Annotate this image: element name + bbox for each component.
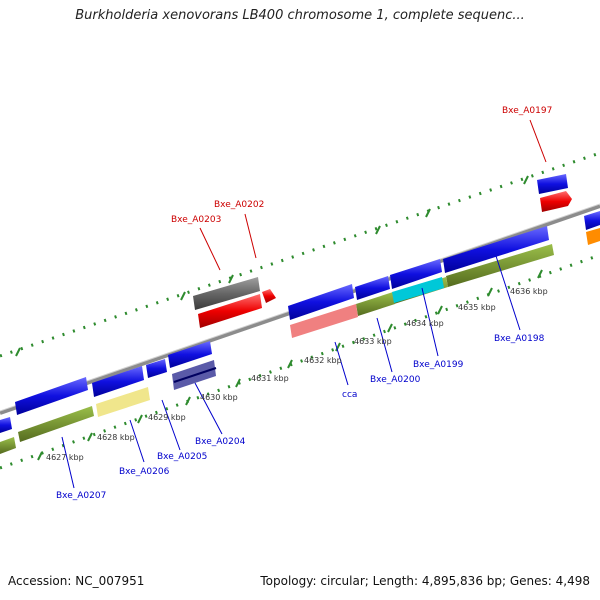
kbp-label: 4627 kbp [46, 453, 84, 462]
cds-arrow [146, 359, 167, 378]
gene-label[interactable]: Bxe_A0204 [195, 437, 246, 447]
kbp-label: 4632 kbp [304, 356, 342, 365]
kbp-label: 4629 kbp [148, 413, 186, 422]
gene-labels-bottom: Bxe_A0207 Bxe_A0206 Bxe_A0205 Bxe_A0204 … [56, 334, 545, 501]
gene-label[interactable]: Bxe_A0198 [494, 334, 545, 344]
map-title: Burkholderia xenovorans LB400 chromosome… [75, 8, 525, 23]
cds-arrow [198, 294, 262, 328]
cds-arrow [584, 211, 600, 230]
gene-label[interactable]: cca [342, 390, 357, 400]
gene-labels-top: Bxe_A0203 Bxe_A0202 Bxe_A0197 [171, 106, 552, 225]
purple-feature[interactable] [172, 360, 217, 390]
cds-arrow [92, 366, 144, 397]
cds-arrow [540, 191, 572, 212]
gene-label[interactable]: Bxe_A0200 [370, 375, 421, 385]
kbp-label: 4633 kbp [354, 337, 392, 346]
kbp-label: 4628 kbp [97, 433, 135, 442]
kbp-label: 4634 kbp [406, 319, 444, 328]
kbp-label: 4635 kbp [458, 303, 496, 312]
major-ticks [15, 175, 543, 461]
yellow-feature[interactable] [96, 387, 150, 417]
olive-features[interactable] [0, 244, 554, 454]
kbp-label: 4631 kbp [251, 374, 289, 383]
cds-arrow [0, 417, 12, 433]
gene-label[interactable]: Bxe_A0206 [119, 467, 170, 477]
cds-arrow [288, 284, 354, 320]
forward-cds-blue[interactable] [0, 174, 600, 433]
cds-grey[interactable] [193, 277, 260, 310]
cds-arrow [443, 226, 549, 273]
cds-arrow [390, 259, 442, 289]
gene-label[interactable]: Bxe_A0205 [157, 452, 207, 462]
gene-label[interactable]: Bxe_A0199 [413, 360, 464, 370]
kbp-label: 4636 kbp [510, 287, 548, 296]
accession-text: Accession: NC_007951 [8, 574, 145, 588]
cds-arrow [15, 377, 88, 415]
callout-lines [61, 119, 547, 489]
gene-label[interactable]: Bxe_A0203 [171, 215, 221, 225]
forward-cds-red[interactable] [198, 191, 572, 328]
gene-label[interactable]: Bxe_A0202 [214, 200, 264, 210]
cds-orange[interactable] [586, 228, 600, 245]
pink-feature[interactable] [290, 304, 358, 338]
kbp-label: 4630 kbp [200, 393, 238, 402]
cds-arrow [262, 289, 276, 303]
summary-text: Topology: circular; Length: 4,895,836 bp… [260, 574, 590, 588]
cds-arrow [168, 341, 212, 368]
cds-arrow [537, 174, 568, 194]
gene-label[interactable]: Bxe_A0207 [56, 491, 106, 501]
cyan-feature[interactable] [392, 277, 444, 303]
gene-label[interactable]: Bxe_A0197 [502, 106, 552, 116]
kbp-labels: 4627 kbp 4628 kbp 4629 kbp 4630 kbp 4631… [46, 287, 548, 462]
cds-arrow [355, 276, 390, 300]
